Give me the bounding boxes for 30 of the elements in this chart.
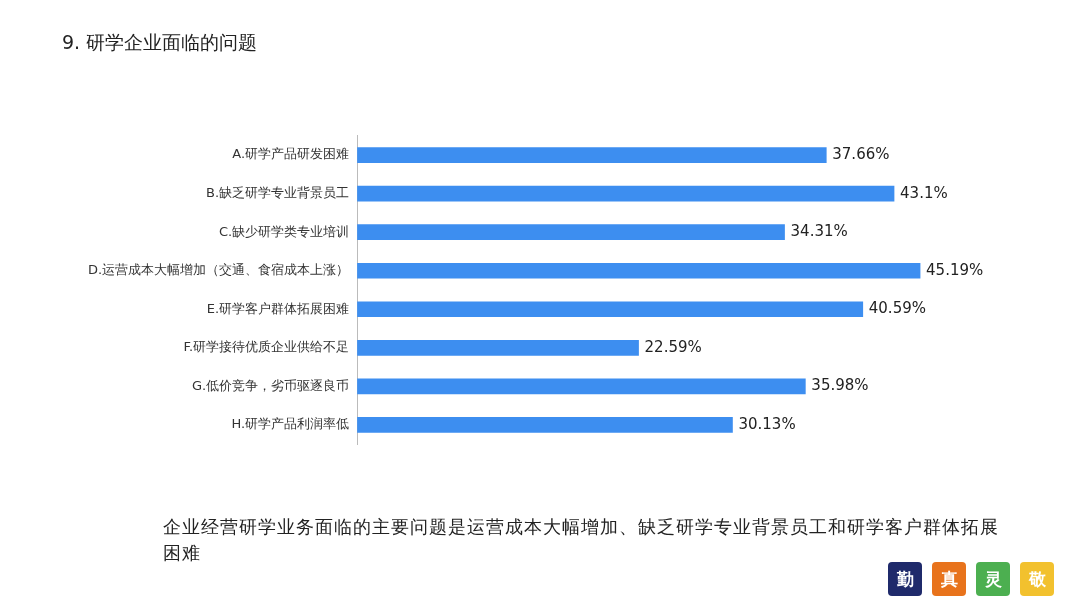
data-label: 37.66% <box>832 144 890 163</box>
y-tick-label: B.缺乏研学专业背景员工 <box>206 185 350 200</box>
bar <box>357 417 733 433</box>
y-tick-label: F.研学接待优质企业供给不足 <box>183 339 350 355</box>
data-label: 45.19% <box>926 260 984 279</box>
y-tick-label: A.研学产品研发困难 <box>232 146 350 162</box>
bar <box>357 147 827 163</box>
y-tick-label: C.缺少研学类专业培训 <box>218 223 350 239</box>
character-badge: 真 <box>932 562 966 596</box>
data-label: 22.59% <box>644 337 702 356</box>
bar <box>357 340 639 356</box>
bar <box>357 224 785 241</box>
bar <box>357 378 806 395</box>
character-badge: 灵 <box>976 562 1010 596</box>
character-badge: 勤 <box>888 562 922 596</box>
data-label: 40.59% <box>868 299 926 318</box>
data-label: 34.31% <box>790 222 848 241</box>
y-tick-label: D.运营成本大幅增加（交通、食宿成本上涨） <box>87 262 350 278</box>
y-tick-label: H.研学产品利润率低 <box>231 416 350 432</box>
y-tick-label: E.研学客户群体拓展困难 <box>206 300 350 316</box>
bar <box>357 262 921 279</box>
bar <box>357 185 895 202</box>
bar <box>357 301 864 318</box>
character-badge: 敬 <box>1020 562 1054 596</box>
data-label: 30.13% <box>738 414 796 433</box>
text: 企业经营研学业务面临的主要问题是运营成本大幅增加、缺乏研学专业背景员工和研学客户群体拓展困难 <box>163 515 1000 565</box>
text: 9. 研学企业面临的问题 <box>62 30 258 55</box>
y-tick-label: G.低价竞争，劣币驱逐良币 <box>191 377 350 393</box>
data-label: 43.1% <box>900 183 948 202</box>
data-label: 35.98% <box>811 376 869 395</box>
